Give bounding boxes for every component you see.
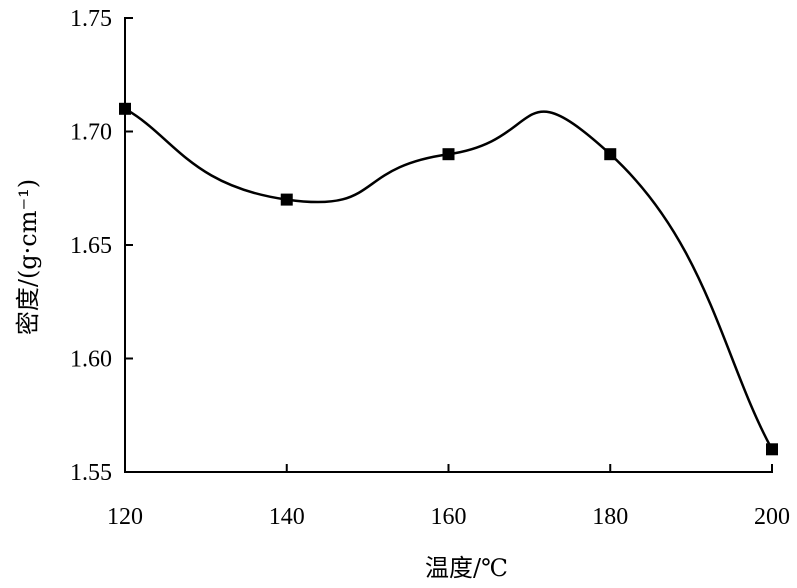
x-axis-title: 温度/℃ — [425, 554, 508, 582]
x-tick-label: 140 — [269, 504, 305, 530]
series-line — [124, 107, 774, 450]
y-tick-label: 1.75 — [70, 6, 112, 32]
y-axis-title: 密度/(g·cm⁻¹) — [14, 179, 42, 335]
x-tick-label: 180 — [592, 504, 628, 530]
data-point-marker — [280, 193, 293, 206]
x-tick-label: 200 — [754, 504, 790, 530]
y-tick-label: 1.70 — [70, 120, 112, 146]
plot-area — [119, 102, 778, 456]
data-point-marker — [442, 148, 455, 161]
x-tick-label: 120 — [107, 504, 143, 530]
data-point-marker — [604, 148, 617, 161]
x-tick-label: 160 — [431, 504, 467, 530]
y-tick-label: 1.55 — [70, 460, 112, 486]
y-tick-label: 1.65 — [70, 233, 112, 259]
axes: 1.55 1.60 1.65 1.70 1.75 120 140 160 180 200 — [70, 6, 790, 530]
x-ticks: 120 140 160 180 200 — [107, 464, 790, 530]
data-point-marker — [766, 443, 778, 456]
y-tick-label: 1.60 — [70, 347, 112, 373]
data-point-marker — [119, 102, 131, 115]
y-ticks: 1.55 1.60 1.65 1.70 1.75 — [70, 6, 133, 486]
